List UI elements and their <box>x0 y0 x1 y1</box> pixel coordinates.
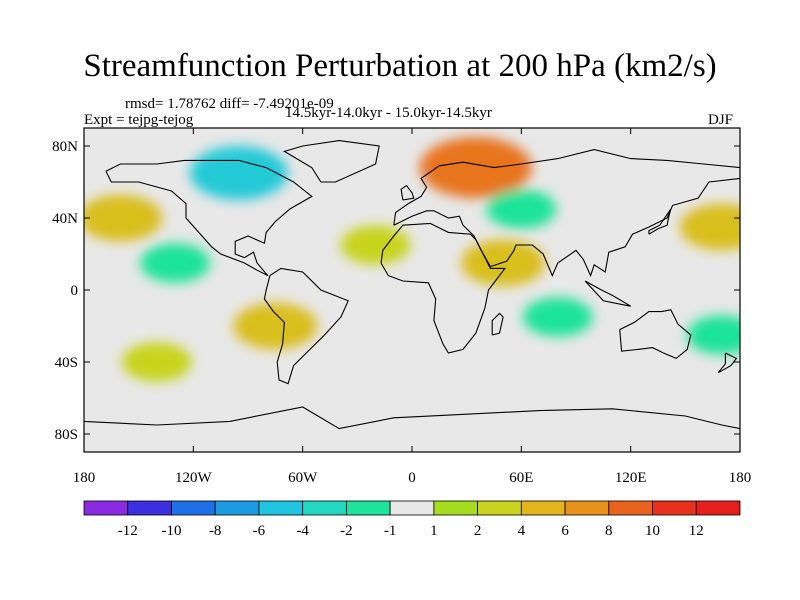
colorbar-label: -8 <box>209 523 222 539</box>
anomaly-southern-pacific-low <box>686 315 740 355</box>
colorbar-swatch <box>171 500 216 516</box>
field-layer <box>84 128 740 452</box>
colorbar-label: -1 <box>384 523 397 539</box>
anomaly-halo-north-america-low <box>192 147 286 199</box>
neutral-background <box>84 128 740 452</box>
colorbar-swatch <box>83 500 129 516</box>
coastline-greenland <box>283 140 380 183</box>
coastline-new-zealand <box>717 352 738 374</box>
x-tick-label: 60W <box>288 470 318 486</box>
colorbar-swatch <box>258 500 304 516</box>
x-tick-label: 180 <box>729 470 752 486</box>
coastline-eurasia <box>393 149 740 278</box>
coastline-indonesia <box>584 280 631 307</box>
colorbar-label: 12 <box>689 523 704 539</box>
colorbar-swatch <box>389 500 435 516</box>
colorbar-label: -2 <box>340 523 353 539</box>
colorbar-label: 4 <box>518 523 526 539</box>
coastline-south-america <box>263 267 349 385</box>
season-label: DJF <box>708 112 734 128</box>
time-range-label: 14.5kyr-14.0kyr - 15.0kyr-14.5kyr <box>285 105 492 121</box>
x-tick-label: 120E <box>615 470 647 486</box>
colorbar-label: 10 <box>645 523 660 539</box>
y-tick-label: 80N <box>52 139 78 155</box>
y-tick-label: 80S <box>55 427 78 443</box>
anomaly-indian-ocean-low <box>522 297 593 337</box>
colorbar-swatch <box>302 500 347 516</box>
anomaly-atlantic-subtropical-high <box>340 225 411 265</box>
colorbar-swatch <box>433 500 479 516</box>
anomaly-halo-north-africa-high <box>463 240 544 286</box>
colorbar-label: 8 <box>605 523 613 539</box>
colorbar-label: -12 <box>118 523 138 539</box>
coastline-britain <box>400 184 415 201</box>
chart-title: Streamfunction Perturbation at 200 hPa (… <box>83 48 717 84</box>
coastline-africa <box>380 222 507 354</box>
y-tick-label: 40N <box>52 211 78 227</box>
y-tick-label: 0 <box>71 283 79 299</box>
x-tick-label: 60E <box>509 470 533 486</box>
coastline-antarctica <box>84 406 740 430</box>
anomaly-halo-north-pacific-east-high <box>84 195 161 241</box>
y-tick-label: 40S <box>55 355 78 371</box>
x-tick-label: 120W <box>175 470 213 486</box>
colorbar: -12 -10 -8 -6 -4 -2 -1 1 2 4 6 8 10 12 <box>83 500 741 539</box>
colorbar-label: 1 <box>430 523 438 539</box>
anomaly-halo-south-america-high <box>235 303 316 349</box>
colorbar-swatch <box>127 500 172 516</box>
colorbar-label: -4 <box>296 523 309 539</box>
anomaly-halo-west-pacific-high <box>681 204 740 250</box>
coastline-japan <box>648 208 672 235</box>
colorbar-swatch <box>608 500 653 516</box>
colorbar-swatch <box>652 500 697 516</box>
colorbar-swatch <box>477 500 522 516</box>
colorbar-label: 2 <box>474 523 482 539</box>
colorbar-label: -10 <box>161 523 181 539</box>
coastline-madagascar <box>491 312 504 336</box>
anomaly-south-pacific-high <box>121 342 192 382</box>
x-tick-label: 180 <box>73 470 96 486</box>
x-tick-label: 0 <box>408 470 416 486</box>
anomaly-eurasia-low <box>486 189 557 229</box>
coastline-layer <box>84 140 740 430</box>
colorbar-swatch <box>564 500 610 516</box>
colorbar-swatch <box>345 500 391 516</box>
anomaly-halo-north-atlantic-siberia-high <box>422 138 529 197</box>
axis-layer: 180 120W 60W 0 60E 120E 180 80N 40N 0 40S 80S <box>52 128 751 486</box>
rmsd-label: rmsd= 1.78762 diff= -7.49201e-09 <box>125 96 334 112</box>
coastline-north-america <box>105 159 313 277</box>
experiment-label: Expt = tejpg-tejog <box>84 112 194 128</box>
colorbar-swatch <box>695 500 741 516</box>
coastline-australia <box>619 309 692 360</box>
colorbar-swatch <box>214 500 260 516</box>
colorbar-swatch <box>520 500 566 516</box>
colorbar-label: 6 <box>561 523 569 539</box>
colorbar-label: -6 <box>253 523 266 539</box>
anomaly-central-pacific-low <box>140 243 211 283</box>
